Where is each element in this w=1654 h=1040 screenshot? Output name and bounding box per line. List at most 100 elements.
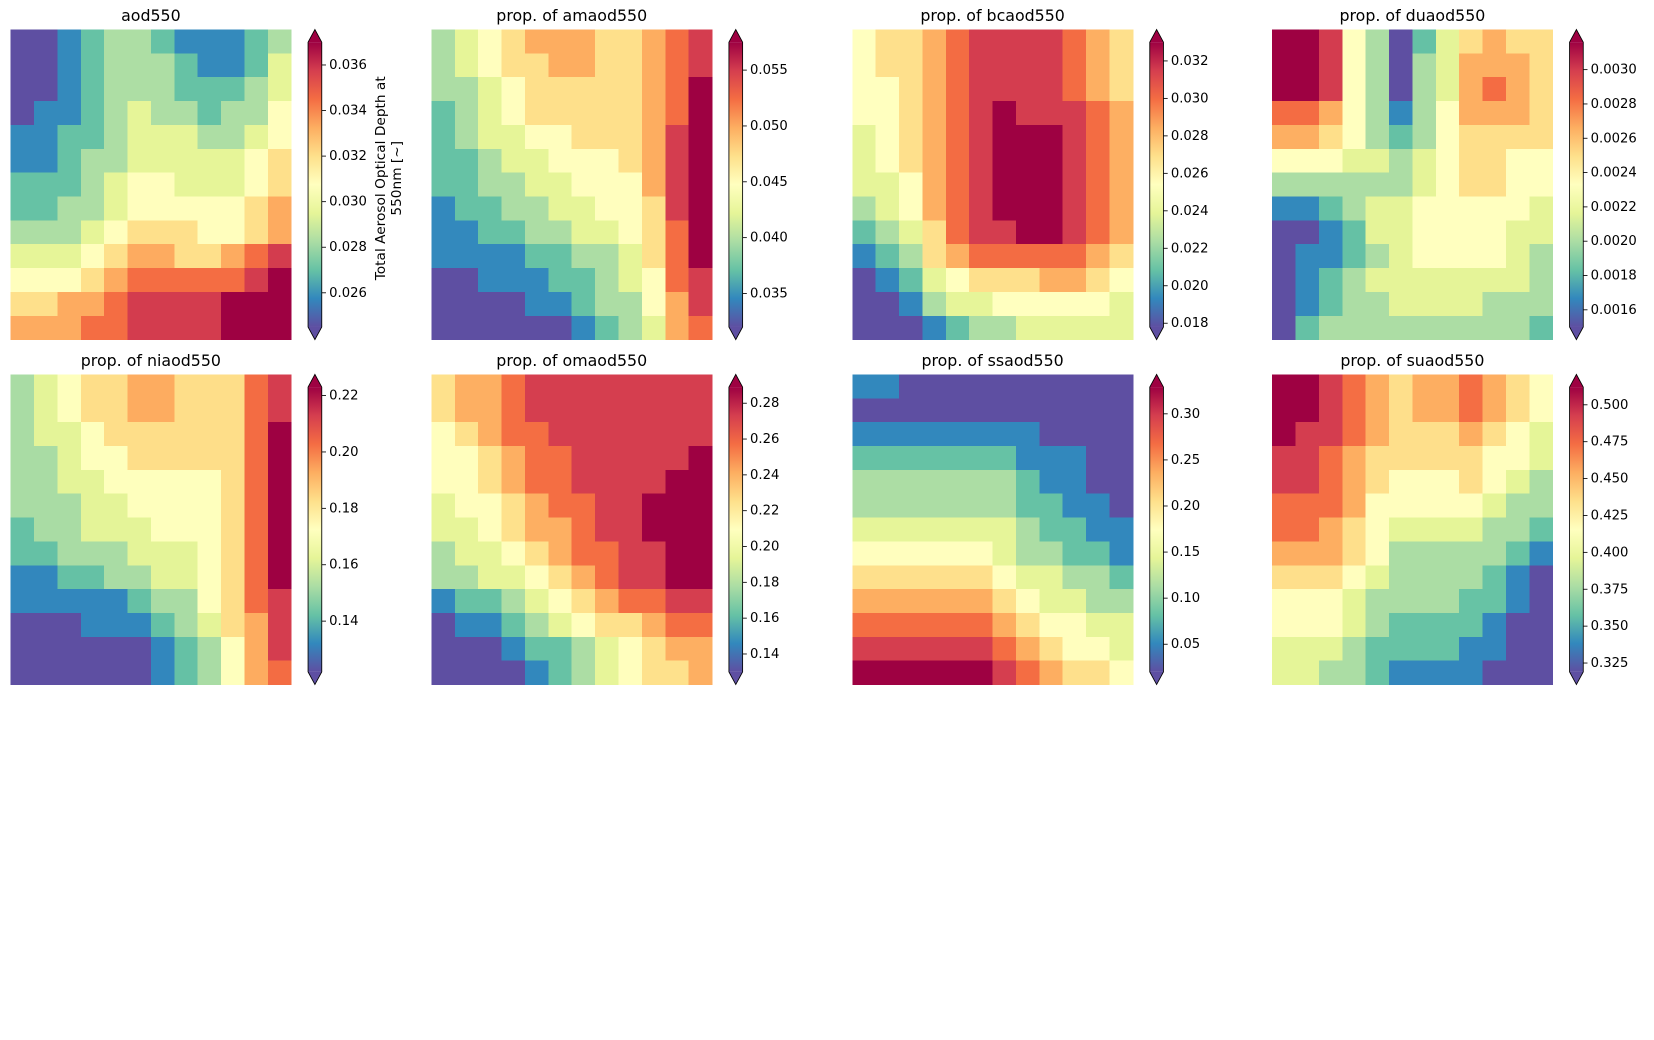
- heatmap-cell: [57, 172, 82, 198]
- colorbar-tick-label: 0.24: [750, 468, 779, 483]
- heatmap-cell: [945, 315, 970, 341]
- heatmap-cell: [501, 148, 526, 174]
- heatmap-cell: [174, 636, 199, 662]
- heatmap-cell: [197, 220, 222, 245]
- heatmap-cell: [197, 517, 222, 542]
- heatmap-cell: [454, 422, 479, 447]
- heatmap-cell: [1062, 148, 1087, 174]
- heatmap-cell: [875, 29, 900, 54]
- heatmap-cell: [1015, 493, 1040, 519]
- heatmap-cell: [1342, 493, 1367, 519]
- heatmap-cell: [1086, 636, 1111, 662]
- heatmap-cell: [127, 244, 152, 269]
- heatmap-cell: [267, 636, 292, 662]
- heatmap-cell: [1318, 398, 1343, 423]
- heatmap-cell: [1505, 636, 1530, 662]
- heatmap-cell: [1529, 315, 1554, 341]
- heatmap-cell: [969, 660, 994, 686]
- heatmap-cell: [478, 660, 503, 686]
- heatmap-cell: [1435, 220, 1460, 245]
- heatmap-cell: [1109, 291, 1134, 317]
- panel-title: prop. of amaod550: [496, 6, 647, 25]
- heatmap-cell: [875, 101, 900, 126]
- heatmap-cell: [10, 398, 35, 423]
- heatmap-cell: [1295, 612, 1320, 638]
- heatmap-cell: [174, 29, 199, 54]
- heatmap-cell: [1389, 172, 1413, 198]
- colorbar: [1569, 387, 1584, 672]
- heatmap-cell: [945, 374, 970, 399]
- heatmap-cell: [1109, 374, 1134, 399]
- heatmap-cell: [1505, 244, 1530, 269]
- heatmap-cell: [899, 148, 923, 174]
- heatmap-cell: [1435, 244, 1460, 269]
- heatmap-cell: [1459, 53, 1484, 78]
- heatmap-cell: [1295, 589, 1320, 614]
- heatmap-cell: [57, 493, 82, 519]
- heatmap-cell: [1342, 77, 1367, 102]
- heatmap-cell: [641, 374, 666, 399]
- heatmap-cell: [1412, 612, 1437, 638]
- heatmap-cell: [1272, 148, 1297, 174]
- heatmap-cell: [618, 398, 643, 423]
- heatmap-cell: [1365, 77, 1390, 102]
- colorbar-extend-max: [308, 29, 322, 43]
- heatmap-cell: [174, 517, 199, 542]
- heatmap-cell: [478, 29, 503, 54]
- heatmap-cell: [875, 244, 900, 269]
- heatmap-cell: [1505, 469, 1530, 495]
- heatmap-cell: [1062, 446, 1087, 471]
- heatmap-cell: [104, 196, 129, 221]
- heatmap-cell: [1295, 398, 1320, 423]
- colorbar-tick-label: 0.450: [1591, 472, 1629, 487]
- heatmap-cell: [1318, 268, 1343, 293]
- heatmap-cell: [1365, 660, 1390, 686]
- heatmap-cell: [454, 565, 479, 590]
- heatmap-cell: [267, 374, 292, 399]
- colorbar-tick-label: 0.28: [750, 396, 779, 411]
- heatmap-cell: [80, 660, 105, 686]
- heatmap-cell: [922, 446, 947, 471]
- heatmap-cell: [1318, 244, 1343, 269]
- heatmap-cell: [1412, 220, 1437, 245]
- heatmap-cell: [1505, 660, 1530, 686]
- heatmap-cell: [174, 172, 199, 198]
- heatmap-cell: [641, 422, 666, 447]
- heatmap-cell: [641, 493, 666, 519]
- heatmap-cell: [501, 636, 526, 662]
- heatmap-cell: [33, 101, 58, 126]
- heatmap-cell: [431, 398, 456, 423]
- heatmap-cell: [548, 77, 573, 102]
- heatmap-cell: [174, 398, 199, 423]
- colorbar-extend-max: [1149, 29, 1164, 43]
- heatmap-cell: [618, 493, 643, 519]
- heatmap-cell: [127, 291, 152, 317]
- heatmap-cell: [33, 660, 58, 686]
- colorbar-extend-max: [1569, 374, 1584, 388]
- heatmap-cell: [431, 612, 456, 638]
- heatmap-cell: [80, 268, 105, 293]
- heatmap-cell: [899, 398, 923, 423]
- heatmap-cell: [945, 53, 970, 78]
- heatmap-cell: [1459, 517, 1484, 542]
- heatmap-cell: [875, 53, 900, 78]
- heatmap-cell: [618, 172, 643, 198]
- heatmap-cell: [1505, 196, 1530, 221]
- heatmap-cell: [945, 172, 970, 198]
- heatmap-cell: [80, 291, 105, 317]
- heatmap-cell: [1272, 517, 1297, 542]
- heatmap-cell: [80, 469, 105, 495]
- heatmap-cell: [1015, 422, 1040, 447]
- heatmap-cell: [1342, 291, 1367, 317]
- heatmap-cell: [1435, 422, 1460, 447]
- heatmap-cell: [969, 422, 994, 447]
- panel: prop. of niaod550 0.14 0.16 0.18 0.20 0.22: [10, 351, 358, 686]
- heatmap-cell: [945, 565, 970, 590]
- colorbar-extend-max: [728, 374, 743, 388]
- heatmap-cell: [57, 315, 82, 341]
- heatmap-cell: [1412, 660, 1437, 686]
- heatmap-cell: [595, 469, 620, 495]
- heatmap-cell: [922, 53, 947, 78]
- heatmap-cell: [1272, 268, 1297, 293]
- heatmap-cell: [641, 291, 666, 317]
